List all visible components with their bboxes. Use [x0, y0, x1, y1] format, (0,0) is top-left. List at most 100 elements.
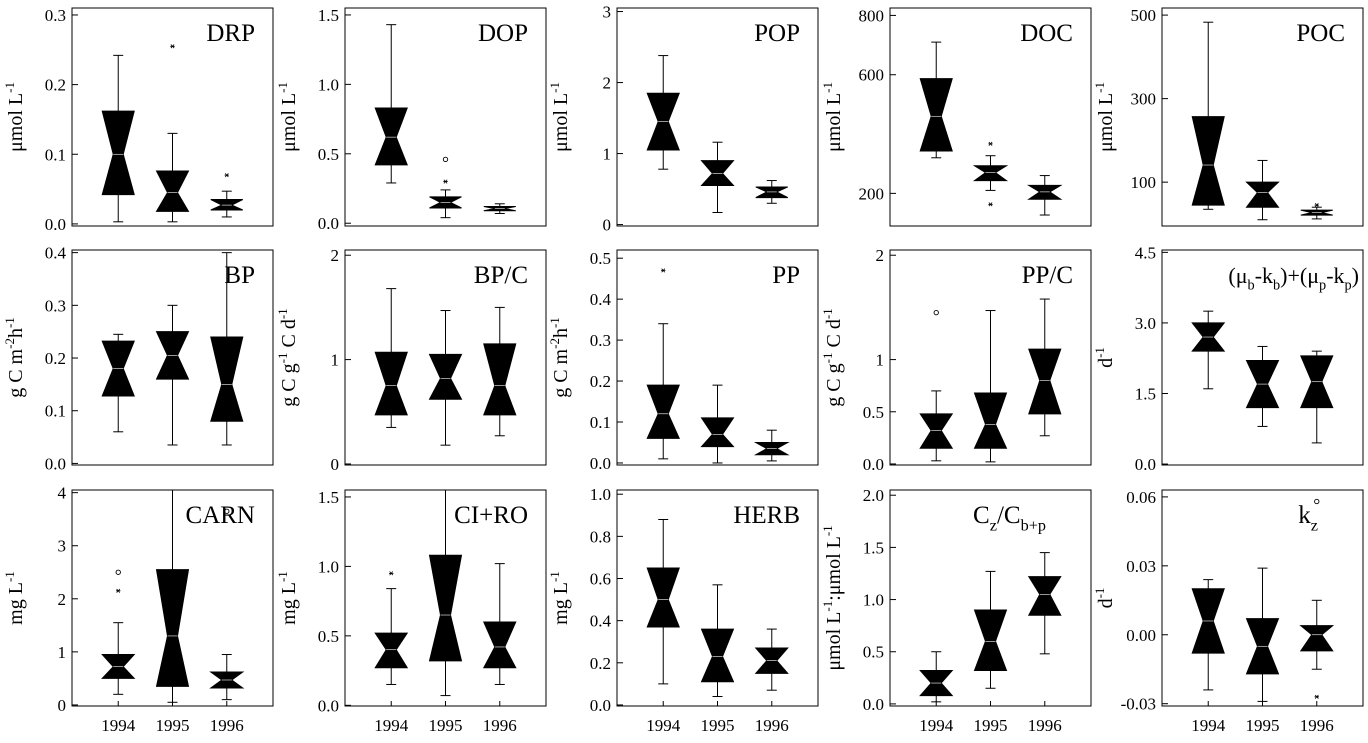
text-segment: C d: [278, 319, 300, 352]
text-segment: μmol L: [5, 93, 27, 152]
text-segment: mg L: [550, 582, 572, 625]
text-segment: -k: [1255, 263, 1273, 288]
y-tick-label: 0.8: [590, 527, 611, 546]
panel-title: CI+RO: [454, 502, 528, 529]
notched-box: [482, 621, 517, 669]
outlier: [988, 141, 993, 146]
panel-title: PP: [772, 262, 800, 289]
y-tick-label: 2: [331, 246, 340, 265]
y-axis-label: μmol L-1: [275, 82, 300, 152]
text-segment: -1: [547, 317, 562, 328]
text-segment: b: [1248, 278, 1255, 294]
x-tick-label: 1996: [755, 716, 789, 735]
outlier: [170, 44, 175, 49]
y-axis-label: μmol L-1: [820, 82, 845, 152]
text-segment: g C m: [550, 348, 572, 397]
panel-title: POP: [754, 20, 800, 47]
notched-box: [155, 170, 190, 212]
y-tick-label: 3.0: [1135, 314, 1156, 333]
y-tick-label: 1: [603, 145, 612, 164]
x-tick-label: 1995: [156, 716, 190, 735]
y-axis-label: μmol L-1: [1092, 82, 1117, 152]
y-tick-label: 0.0: [863, 695, 884, 714]
y-tick-label: 1.5: [318, 488, 339, 507]
y-tick-label: 1.0: [863, 591, 884, 610]
notched-box: [973, 609, 1008, 672]
notched-box: [1028, 348, 1062, 415]
y-tick-label: 1: [876, 351, 885, 370]
panel-title: DOP: [478, 20, 528, 47]
y-axis-label: g C g-1 C d-1: [820, 308, 845, 406]
panel-title: BP: [224, 262, 255, 289]
y-tick-label: 0.0: [45, 454, 66, 473]
text-segment: h: [5, 328, 27, 338]
y-tick-label: 0.5: [590, 249, 611, 268]
outlier: [442, 156, 449, 163]
y-tick-label: 2: [58, 590, 67, 609]
text-segment: -2: [2, 338, 17, 349]
plot-frame: [1161, 249, 1364, 466]
text-segment: )+(μ: [1280, 263, 1319, 288]
notched-box: [210, 199, 243, 211]
y-tick-label: 0.2: [45, 349, 66, 368]
text-segment: -1: [275, 571, 290, 582]
y-tick-label: 0.0: [1135, 455, 1156, 474]
notched-box: [972, 165, 1009, 182]
y-tick-label: 0.3: [590, 331, 611, 350]
plot-frame: [616, 249, 819, 466]
y-tick-label: 0.4: [45, 244, 67, 263]
plot-frame: [71, 7, 274, 227]
plot-frame: [1161, 7, 1364, 227]
text-segment: k: [1298, 502, 1311, 529]
y-axis-label: g C m-2h-1: [2, 317, 27, 398]
text-segment: d: [1095, 598, 1117, 608]
y-tick-label: 0.5: [863, 403, 884, 422]
text-segment: -1: [820, 353, 835, 364]
outlier: [933, 309, 939, 316]
y-tick-label: 1.5: [863, 538, 884, 557]
text-segment: b: [1273, 278, 1280, 294]
text-segment: mg L: [278, 582, 300, 625]
text-segment: (μ: [1228, 263, 1247, 288]
outlier: [661, 268, 666, 273]
y-tick-label: 2: [876, 246, 885, 265]
notched-box: [700, 628, 735, 683]
text-segment: -1: [275, 82, 290, 93]
text-segment: z: [990, 517, 997, 535]
plot-frame: [616, 7, 819, 227]
y-tick-label: 0.0: [318, 696, 339, 715]
text-segment: g C m: [5, 348, 27, 397]
y-tick-label: 2: [603, 74, 612, 93]
y-tick-label: 100: [1131, 173, 1157, 192]
plot-frame: [344, 249, 547, 466]
outlier: [224, 508, 230, 514]
y-tick-label: 0.0: [318, 214, 339, 233]
notched-box: [646, 567, 680, 628]
plot-frame: [889, 249, 1092, 466]
y-axis-label: μmol L-1: [547, 82, 572, 152]
x-tick-label: 1994: [646, 716, 681, 735]
outlier: [116, 588, 121, 593]
y-tick-label: 1.0: [318, 75, 339, 94]
y-tick-label: 4: [58, 484, 67, 503]
text-segment: -2: [547, 338, 562, 349]
y-tick-label: 0.2: [590, 654, 611, 673]
text-segment: μmol L: [1095, 93, 1117, 152]
y-tick-label: 300: [1131, 90, 1157, 109]
outlier: [1314, 694, 1319, 699]
text-segment: -1: [820, 308, 835, 319]
y-tick-label: 3: [603, 3, 612, 22]
y-axis-label: mg L-1: [275, 571, 300, 625]
panel-title: HERB: [733, 502, 800, 529]
y-tick-label: 0: [58, 696, 67, 715]
y-tick-label: 1.0: [590, 485, 611, 504]
y-tick-label: 1.0: [318, 557, 339, 576]
text-segment: p: [1319, 278, 1326, 294]
outlier: [389, 571, 394, 576]
text-segment: -1: [547, 82, 562, 93]
x-tick-label: 1996: [1300, 716, 1334, 735]
y-tick-label: 0.5: [318, 145, 339, 164]
plot-frame: [71, 249, 274, 466]
text-segment: -1: [1092, 347, 1107, 358]
